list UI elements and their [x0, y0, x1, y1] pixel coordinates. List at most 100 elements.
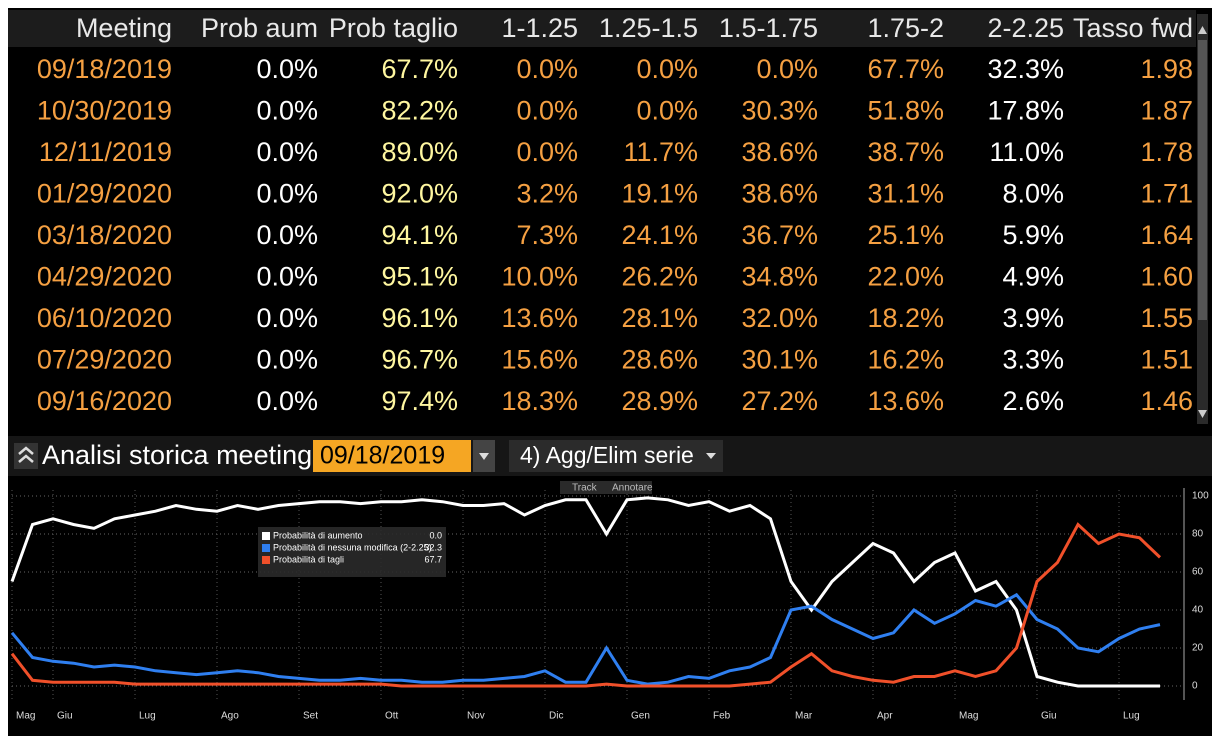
series-line: [10, 522, 1162, 688]
cell: 0.0%: [636, 54, 698, 84]
x-tick-label: Giu: [1041, 711, 1057, 722]
cell: 15.6%: [501, 345, 578, 375]
cell: 19.1%: [621, 179, 698, 209]
column-header: 1.75-2: [867, 13, 944, 43]
legend-swatch: [262, 544, 270, 552]
cell: 0.0%: [636, 96, 698, 126]
cell: 11.7%: [623, 137, 698, 167]
cell: 1.64: [1140, 220, 1193, 250]
cell: 96.7%: [381, 345, 458, 375]
date-value: 09/18/2019: [320, 442, 445, 470]
cell: 7.3%: [516, 220, 578, 250]
cell: 82.2%: [381, 96, 458, 126]
cell: 10/30/2019: [37, 96, 172, 126]
legend-label: Probabilità di nessuna modifica (2-2.25): [273, 542, 432, 552]
x-tick-label: Lug: [139, 711, 156, 722]
cell: 32.0%: [741, 303, 818, 333]
cell: 30.1%: [741, 345, 818, 375]
cell: 13.6%: [867, 386, 944, 416]
series-button-label: 4) Agg/Elim serie: [520, 442, 694, 468]
cell: 09/18/2019: [37, 54, 172, 84]
x-tick-label: Set: [303, 711, 318, 722]
cell: 1.71: [1140, 179, 1193, 209]
cell: 1.46: [1140, 386, 1193, 416]
cell: 94.1%: [381, 220, 458, 250]
x-tick-label: Nov: [467, 711, 485, 722]
legend-value: 32.3: [424, 542, 442, 552]
cell: 97.4%: [381, 386, 458, 416]
cell: 1.55: [1140, 303, 1193, 333]
cell: 34.8%: [741, 262, 818, 292]
cell: 30.3%: [741, 96, 818, 126]
cell: 18.3%: [501, 386, 578, 416]
x-tick-label: Mag: [16, 711, 35, 722]
x-tick-label: Ott: [385, 711, 399, 722]
cell: 1.98: [1140, 54, 1193, 84]
legend-swatch: [262, 556, 270, 564]
y-tick-label: 20: [1192, 643, 1204, 654]
cell: 0.0%: [516, 96, 578, 126]
column-header: Prob taglio: [329, 13, 458, 43]
column-header: 2-2.25: [987, 13, 1064, 43]
cell: 2.6%: [1002, 386, 1064, 416]
cell: 11.0%: [989, 137, 1064, 167]
cell: 04/29/2020: [37, 262, 172, 292]
series-button[interactable]: [509, 440, 723, 472]
cell: 3.9%: [1002, 303, 1064, 333]
column-header: 1.5-1.75: [719, 13, 818, 43]
cell: 89.0%: [381, 137, 458, 167]
legend: [258, 527, 446, 577]
x-tick-label: Feb: [713, 711, 731, 722]
panel-title: Analisi storica meeting: [42, 440, 312, 470]
cell: 06/10/2020: [37, 303, 172, 333]
cell: 4.9%: [1002, 262, 1064, 292]
annotate-button[interactable]: Annotare: [612, 483, 653, 494]
legend-label: Probabilità di aumento: [273, 530, 363, 540]
cell: 0.0%: [516, 137, 578, 167]
scroll-thumb[interactable]: [1198, 40, 1207, 320]
cell: 28.6%: [621, 345, 698, 375]
cell: 51.8%: [867, 96, 944, 126]
legend-entries: Probabilità di aumento 0.0 Probabilità di …: [262, 530, 442, 564]
legend-value: 0.0: [429, 530, 442, 540]
y-tick-label: 80: [1192, 529, 1204, 540]
column-header: Tasso fwd: [1073, 13, 1193, 43]
series-line: [10, 592, 1161, 686]
legend-swatch: [262, 532, 270, 540]
x-tick-label: Giu: [57, 711, 73, 722]
cell: 09/16/2020: [37, 386, 172, 416]
cell: 0.0%: [256, 54, 318, 84]
x-tick-label: Dic: [549, 711, 563, 722]
cell: 0.0%: [256, 345, 318, 375]
cell: 28.9%: [621, 386, 698, 416]
legend-value: 67.7: [424, 554, 442, 564]
cell: 0.0%: [516, 54, 578, 84]
cell: 5.9%: [1002, 220, 1064, 250]
cell: 3.3%: [1002, 345, 1064, 375]
cell: 25.1%: [867, 220, 944, 250]
track-button[interactable]: Track: [572, 483, 598, 494]
cell: 12/11/2019: [39, 137, 172, 167]
cell: 3.2%: [516, 179, 578, 209]
cell: 67.7%: [867, 54, 944, 84]
cell: 03/18/2020: [37, 220, 172, 250]
cell: 96.1%: [381, 303, 458, 333]
cell: 0.0%: [256, 303, 318, 333]
cell: 13.6%: [501, 303, 578, 333]
cell: 27.2%: [741, 386, 818, 416]
cell: 24.1%: [621, 220, 698, 250]
y-tick-label: 0: [1192, 681, 1198, 692]
x-tick-label: Mar: [795, 711, 813, 722]
collapse-icon: [18, 446, 34, 463]
column-header: Prob aum: [201, 13, 318, 43]
cell: 32.3%: [987, 54, 1064, 84]
cell: 8.0%: [1002, 179, 1064, 209]
cell: 18.2%: [867, 303, 944, 333]
cell: 0.0%: [256, 179, 318, 209]
cell: 38.6%: [741, 137, 818, 167]
cell: 95.1%: [381, 262, 458, 292]
y-tick-label: 40: [1192, 605, 1204, 616]
cell: 36.7%: [741, 220, 818, 250]
date-input[interactable]: [313, 440, 471, 472]
cell: 16.2%: [867, 345, 944, 375]
